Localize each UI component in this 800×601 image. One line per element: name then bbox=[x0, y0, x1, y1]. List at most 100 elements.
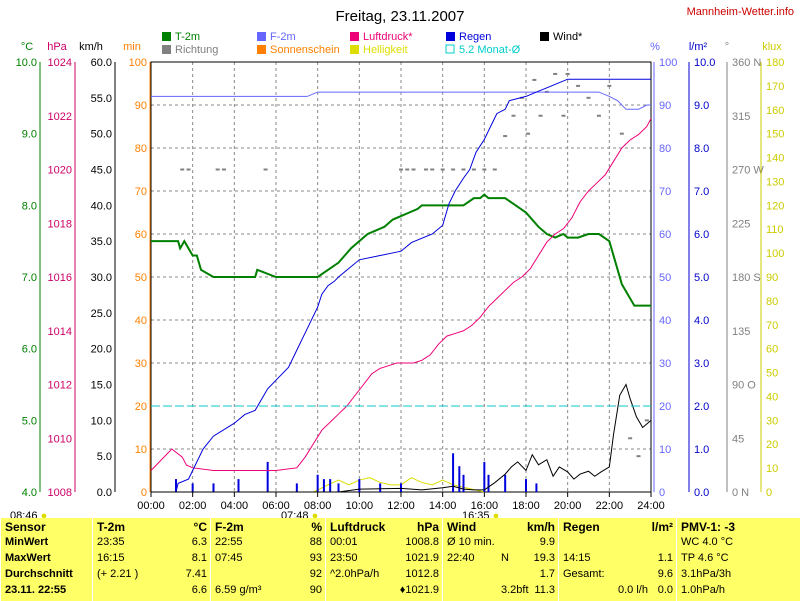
richtung-point bbox=[596, 114, 601, 117]
stats-cell: 8.1 bbox=[191, 552, 207, 564]
stats-cell: 23:50 bbox=[330, 552, 358, 564]
stats-row: 23.11. 22:55 bbox=[5, 584, 89, 599]
legend-swatch bbox=[446, 32, 455, 41]
axis-tick-label: 50 bbox=[135, 272, 147, 284]
stats-cell: 88 bbox=[309, 536, 322, 548]
rain-bar bbox=[237, 479, 240, 492]
x-tick-label: 18:00 bbox=[512, 500, 540, 512]
axis-tick-label: 120 bbox=[766, 200, 784, 212]
stats-cell: 22:40 bbox=[447, 552, 475, 564]
richtung-point bbox=[471, 168, 476, 171]
stats-cell: °C bbox=[193, 520, 207, 534]
legend-swatch bbox=[445, 44, 455, 54]
stats-cell: MaxWert bbox=[5, 552, 51, 564]
axis-tick-label: 50 bbox=[766, 368, 778, 380]
rain-bar bbox=[358, 479, 361, 492]
axis-tick-label: 10 bbox=[659, 444, 671, 456]
axis-tick-label: 25.0 bbox=[91, 308, 112, 320]
axis-tick-label: 0 N bbox=[732, 487, 749, 499]
stats-cell: F-2m bbox=[215, 520, 244, 534]
axis-unit: % bbox=[650, 41, 660, 53]
richtung-point bbox=[511, 114, 516, 117]
stats-cell: 92 bbox=[309, 568, 322, 580]
stats-cell: ^2.0hPa/h bbox=[330, 568, 380, 580]
stats-cell: 3.2bft bbox=[501, 584, 529, 596]
axis-tick-label: 7.0 bbox=[22, 272, 37, 284]
stats-cell: 6.59 g/m³ bbox=[215, 584, 262, 596]
richtung-point bbox=[399, 168, 403, 171]
x-tick-label: 10:00 bbox=[346, 500, 374, 512]
axis-tick-label: 0.0 bbox=[694, 487, 709, 499]
x-tick-label: 16:00 bbox=[471, 500, 499, 512]
stats-row: (+ 2.21 ) 7.41 bbox=[97, 568, 207, 583]
axis-tick-label: 1022 bbox=[48, 111, 72, 123]
stats-row: 0.0 l/h 0.0 bbox=[563, 584, 673, 599]
richtung-point bbox=[628, 437, 633, 440]
legend-swatch bbox=[350, 45, 359, 54]
richtung-point bbox=[451, 168, 456, 171]
x-tick-label: 06:00 bbox=[262, 500, 290, 512]
stats-cell: Sensor bbox=[5, 520, 46, 534]
stats-cell: T-2m bbox=[97, 520, 126, 534]
series-wind- bbox=[151, 383, 652, 493]
axis-unit: °C bbox=[21, 41, 33, 53]
axis-tick-label: 360 N bbox=[732, 57, 761, 69]
axis-tick-label: 1.0 bbox=[694, 444, 709, 456]
stats-cell: 9.6 bbox=[657, 568, 673, 580]
stats-cell: TP 4.6 °C bbox=[681, 552, 729, 564]
axis-tick-label: 315 bbox=[732, 111, 750, 123]
stats-cell: 1.7 bbox=[539, 568, 555, 580]
axis-tick-label: 70 bbox=[766, 320, 778, 332]
axis-tick-label: 150 bbox=[766, 129, 784, 141]
stats-cell: 19.3 bbox=[533, 552, 555, 564]
rain-bar bbox=[337, 483, 340, 492]
axis-tick-label: 30 bbox=[135, 358, 147, 370]
x-tick-label: 12:00 bbox=[387, 500, 415, 512]
axis-tick-label: 160 bbox=[766, 105, 784, 117]
stats-row: ^2.0hPa/h 1012.8 bbox=[330, 568, 439, 583]
axis-tick-label: 50.0 bbox=[91, 129, 112, 141]
stats-row: 3.1hPa/3h bbox=[681, 568, 797, 583]
richtung-point bbox=[526, 132, 531, 135]
stats-row bbox=[563, 536, 673, 551]
richtung-point bbox=[586, 96, 591, 99]
stats-col: Wind km/h Ø 10 min. 9.9 22:40 N 19.3 1.7 3.2bft 1… bbox=[442, 518, 559, 601]
stats-cell: 07:45 bbox=[215, 552, 243, 564]
rain-bar bbox=[329, 479, 332, 492]
stats-header: Wind km/h bbox=[447, 520, 555, 535]
rain-bar bbox=[322, 479, 325, 492]
rain-bar bbox=[400, 483, 402, 492]
axis-unit: hPa bbox=[47, 41, 67, 53]
axis-tick-label: 100 bbox=[129, 57, 147, 69]
rain-bar bbox=[504, 474, 507, 492]
stats-row: MaxWert bbox=[5, 552, 89, 567]
stats-row: 23:35 6.3 bbox=[97, 536, 207, 551]
axis-tick-label: 20 bbox=[135, 401, 147, 413]
richtung-point bbox=[411, 168, 416, 171]
axis-tick-label: 90 O bbox=[732, 380, 756, 392]
stats-cell: 11.3 bbox=[534, 584, 555, 596]
stats-cell: Durchschnitt bbox=[5, 568, 73, 580]
axis-tick-label: 70 bbox=[135, 186, 147, 198]
richtung-point bbox=[636, 455, 641, 458]
legend-label: 5.2 Monat-Ø bbox=[459, 44, 521, 56]
legend: T-2m F-2m Luftdruck* Regen Wind* Richtung Sonn… bbox=[162, 31, 583, 56]
stats-row: 16:15 8.1 bbox=[97, 552, 207, 567]
site-name[interactable]: Mannheim-Wetter.info bbox=[687, 6, 794, 18]
legend-label: Wind* bbox=[553, 31, 583, 43]
stats-col: F-2m% 22:55 88 07:45 93 92 6.59 g/m³ 90 bbox=[210, 518, 326, 601]
richtung-point bbox=[180, 168, 185, 171]
x-tick-label: 08:00 bbox=[304, 500, 332, 512]
richtung-point bbox=[430, 168, 435, 171]
stats-cell: 23:35 bbox=[97, 536, 125, 548]
axis-tick-label: 110 bbox=[766, 224, 784, 236]
legend-swatch bbox=[162, 32, 171, 41]
x-tick-label: 24:00 bbox=[637, 500, 665, 512]
axis-tick-label: 40 bbox=[766, 391, 778, 403]
series-f-2m bbox=[151, 91, 651, 110]
axis-tick-label: 6.0 bbox=[694, 229, 709, 241]
stats-row: 6.59 g/m³ 90 bbox=[215, 584, 322, 599]
legend-label: T-2m bbox=[175, 31, 200, 43]
stats-header: Regen l/m² bbox=[563, 520, 673, 535]
axis-tick-label: 0 bbox=[766, 487, 772, 499]
